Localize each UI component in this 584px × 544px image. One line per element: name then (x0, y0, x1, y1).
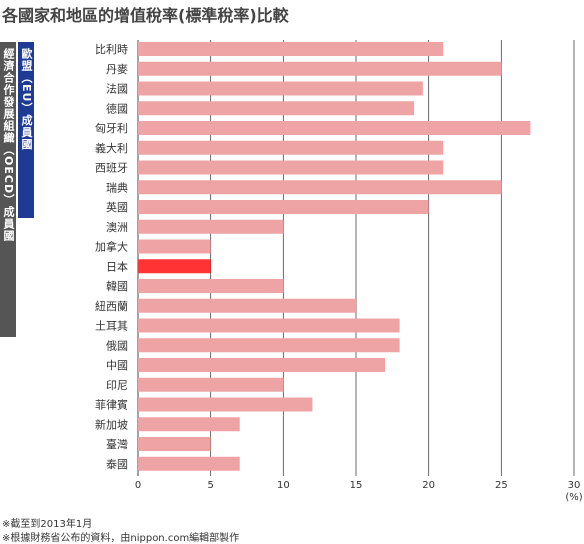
x-tick-label-25: 25 (495, 480, 508, 491)
eu-group-label: 歐盟（EU）成員國 (20, 48, 33, 151)
x-tick-label-20: 20 (422, 480, 435, 491)
x-tick-label-5: 5 (207, 480, 213, 491)
y-tick-label-15: 土耳其 (95, 320, 128, 333)
y-tick-labels: 比利時丹麥法國德國匈牙利義大利西班牙瑞典英國澳洲加拿大日本韓國紐西蘭土耳其俄國中… (95, 43, 128, 471)
y-tick-label-21: 臺灣 (106, 437, 128, 451)
chart-title: 各國家和地區的增值稅率(標準稅率)比較 (2, 6, 289, 25)
bar-5 (138, 121, 531, 135)
y-tick-label-8: 瑞典 (106, 180, 128, 194)
y-tick-label-16: 俄國 (106, 339, 128, 352)
x-tick-label-15: 15 (350, 480, 363, 491)
y-tick-label-5: 匈牙利 (95, 121, 128, 135)
y-tick-label-14: 紐西蘭 (95, 300, 128, 313)
x-unit-label: (%) (565, 492, 582, 503)
bar-2 (138, 61, 502, 76)
y-tick-label-1: 比利時 (95, 43, 128, 56)
bar-6 (138, 140, 444, 155)
bar-9 (138, 200, 429, 214)
footnote-date: ※截至到2013年1月 (2, 519, 93, 530)
bar-8 (138, 180, 502, 195)
y-tick-label-11: 加拿大 (95, 240, 128, 254)
y-tick-label-10: 澳洲 (106, 221, 128, 234)
eu-group-band: 歐盟（EU）成員國 (18, 42, 34, 218)
oecd-group-label: 經濟合作發展組織（OECD）成員國 (2, 48, 15, 243)
bar-19 (138, 397, 313, 412)
y-tick-label-22: 泰國 (106, 457, 128, 471)
bar-17 (138, 358, 386, 372)
bar-1 (138, 42, 444, 56)
bar-20 (138, 417, 240, 432)
bar-21 (138, 437, 211, 451)
y-tick-label-13: 韓國 (106, 280, 128, 293)
oecd-group-band: 經濟合作發展組織（OECD）成員國 (0, 42, 16, 337)
y-tick-label-3: 法國 (106, 82, 128, 96)
y-tick-label-6: 義大利 (95, 141, 128, 155)
bar-12 (138, 259, 211, 274)
bar-11 (138, 239, 211, 254)
y-tick-label-19: 菲律賓 (95, 398, 128, 412)
x-tick-label-30: 30 (568, 480, 581, 491)
x-tick-labels: 0 5 10 15 20 25 30(%) (135, 480, 583, 503)
y-tick-label-12: 日本 (106, 259, 128, 273)
bar-13 (138, 279, 284, 293)
bar-15 (138, 318, 400, 333)
bar-series (138, 42, 531, 471)
bar-16 (138, 338, 400, 353)
y-tick-label-17: 中國 (106, 359, 128, 372)
footnote-source: ※根據財務省公布的資料，由nippon.com編輯部製作 (2, 533, 240, 544)
y-tick-label-18: 印尼 (106, 379, 128, 392)
bar-14 (138, 298, 356, 313)
bar-4 (138, 101, 415, 116)
bar-18 (138, 377, 284, 392)
bar-10 (138, 219, 284, 234)
bar-22 (138, 456, 240, 471)
x-tick-label-0: 0 (135, 480, 141, 491)
x-tick-label-10: 10 (277, 480, 290, 491)
bar-3 (138, 81, 423, 96)
y-tick-label-2: 丹麥 (106, 63, 128, 76)
y-tick-label-4: 德國 (106, 101, 128, 115)
y-tick-label-20: 新加坡 (95, 417, 128, 431)
y-tick-label-7: 西班牙 (95, 162, 128, 175)
y-tick-label-9: 英國 (106, 200, 128, 214)
bar-7 (138, 160, 444, 175)
